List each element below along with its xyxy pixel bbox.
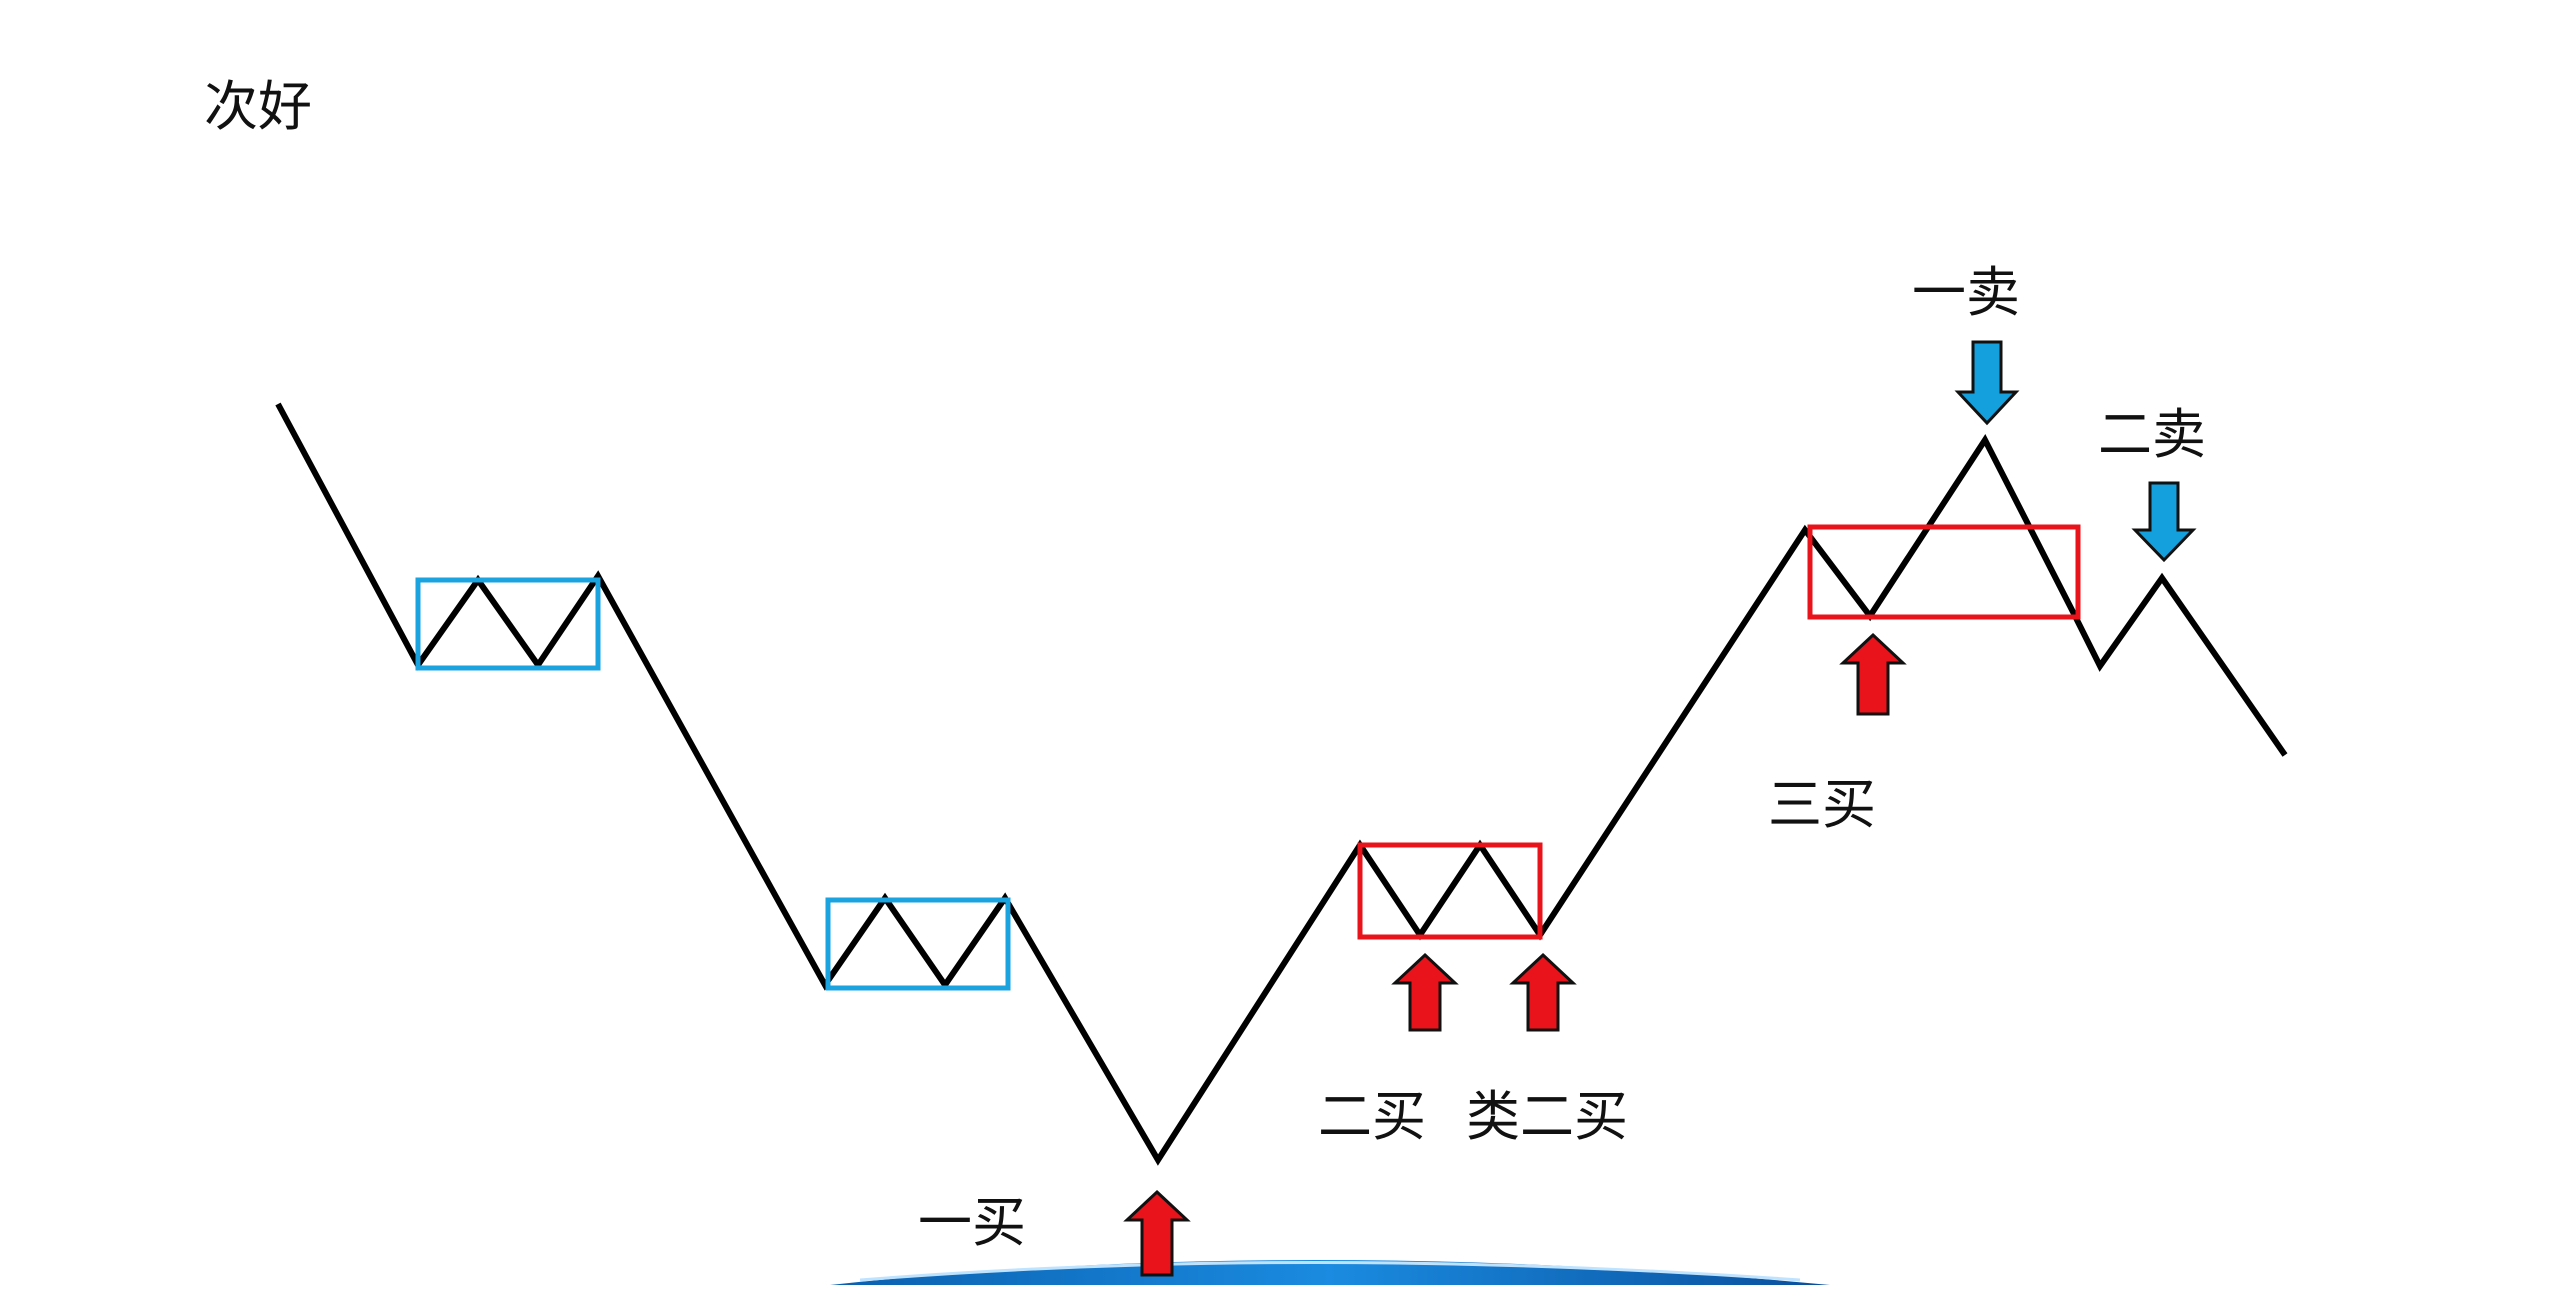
sell2-down-arrow-icon (2131, 481, 2197, 563)
buy2-similar-label: 类二买 (1466, 1085, 1628, 1148)
price-line (275, 402, 2288, 1166)
buy2-up-arrow-icon (1391, 952, 1459, 1032)
buy3-label: 三买 (1768, 773, 1876, 836)
buy3-up-arrow-icon (1839, 632, 1907, 716)
uptrend-box-2 (1807, 524, 2081, 620)
downtrend-box-2 (825, 897, 1011, 991)
buy1-up-arrow-icon (1123, 1189, 1191, 1277)
uptrend-box-1 (1357, 842, 1543, 940)
page-title: 次好 (204, 75, 312, 138)
buy2-label: 二买 (1318, 1085, 1426, 1148)
buy1-label: 一买 (918, 1191, 1026, 1254)
sell1-down-arrow-icon (1954, 340, 2020, 426)
downtrend-box-1 (415, 577, 601, 671)
buy2-similar-up-arrow-icon (1509, 952, 1577, 1032)
sell2-label: 二卖 (2098, 403, 2206, 466)
decorative-wave (830, 1260, 1830, 1285)
sell1-label: 一卖 (1912, 261, 2020, 324)
